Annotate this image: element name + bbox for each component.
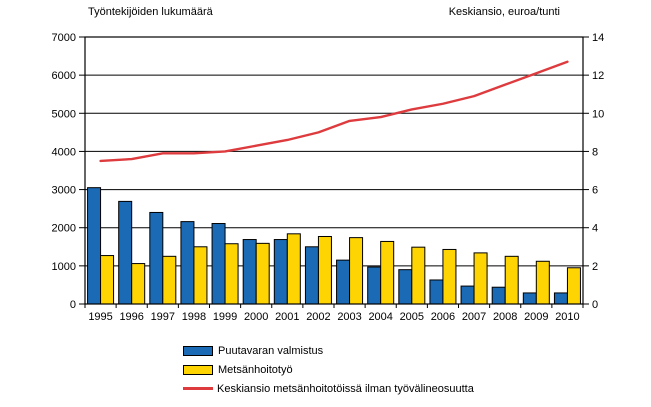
bar-metsanhoitotyo-2003 bbox=[349, 237, 364, 305]
right-axis-tick-label: 4 bbox=[592, 223, 598, 235]
legend-item-puutavaran-valmistus: Puutavaran valmistus bbox=[183, 341, 474, 360]
x-axis-year-label: 1999 bbox=[213, 311, 237, 323]
legend-item-metsanhoitotyo: Metsänhoitotyö bbox=[183, 360, 474, 379]
bar-metsanhoitotyo-2002 bbox=[317, 235, 332, 305]
bar-metsanhoitotyo-2005 bbox=[411, 246, 426, 305]
bar-metsanhoitotyo-1998 bbox=[193, 246, 208, 305]
bar-puutavaran-valmistus-2001 bbox=[273, 239, 288, 305]
legend-swatch-blue-bar bbox=[183, 345, 213, 356]
x-axis-year-label: 2004 bbox=[368, 311, 392, 323]
x-axis-year-label: 2003 bbox=[337, 311, 361, 323]
keskiansio-line bbox=[99, 60, 569, 163]
x-axis-year-label: 2009 bbox=[524, 311, 548, 323]
x-axis-year-label: 2007 bbox=[462, 311, 486, 323]
right-axis-tick-label: 2 bbox=[592, 261, 598, 273]
x-axis-year-label: 2000 bbox=[244, 311, 268, 323]
bar-metsanhoitotyo-2008 bbox=[504, 255, 519, 305]
right-axis-tick-label: 10 bbox=[592, 108, 604, 120]
left-axis-tick-label: 5000 bbox=[52, 108, 76, 120]
bar-puutavaran-valmistus-2003 bbox=[336, 259, 351, 305]
bar-puutavaran-valmistus-2007 bbox=[460, 285, 475, 305]
left-axis-title: Työntekijöiden lukumäärä bbox=[88, 6, 213, 18]
legend-swatch-yellow-bar bbox=[183, 364, 213, 375]
bar-metsanhoitotyo-1995 bbox=[100, 255, 115, 305]
bar-puutavaran-valmistus-1996 bbox=[118, 200, 133, 305]
bar-metsanhoitotyo-2009 bbox=[535, 260, 550, 305]
bar-puutavaran-valmistus-1997 bbox=[149, 211, 164, 305]
x-axis-year-label: 2010 bbox=[555, 311, 579, 323]
legend-label-keskiansio: Keskiansio metsänhoitotöissä ilman työvä… bbox=[217, 382, 474, 395]
bar-puutavaran-valmistus-2005 bbox=[398, 269, 413, 305]
legend-swatch-red-line bbox=[183, 387, 213, 390]
bar-puutavaran-valmistus-2008 bbox=[491, 286, 506, 305]
left-axis-tick-label: 7000 bbox=[52, 32, 76, 44]
chart-svg: 0 1000 2000 3000 4000 5000 6000 7000 0 2 4 6 8 10 12 14… bbox=[52, 32, 605, 323]
left-axis-tick-label: 3000 bbox=[52, 185, 76, 197]
right-axis-tick-label: 12 bbox=[592, 70, 604, 82]
bar-puutavaran-valmistus-2002 bbox=[304, 246, 319, 305]
bar-metsanhoitotyo-2004 bbox=[380, 240, 395, 305]
bar-metsanhoitotyo-1999 bbox=[224, 243, 239, 305]
x-axis-year-label: 2002 bbox=[306, 311, 330, 323]
x-axis-year-label: 2005 bbox=[400, 311, 424, 323]
chart-area: Työntekijöiden lukumäärä Keskiansio, eur… bbox=[52, 6, 605, 323]
bar-puutavaran-valmistus-1998 bbox=[180, 221, 195, 305]
bar-puutavaran-valmistus-2006 bbox=[429, 279, 444, 305]
bar-metsanhoitotyo-2010 bbox=[566, 267, 581, 305]
legend-item-keskiansio: Keskiansio metsänhoitotöissä ilman työvä… bbox=[183, 379, 474, 398]
bar-metsanhoitotyo-1997 bbox=[162, 255, 177, 305]
x-axis-year-label: 2001 bbox=[275, 311, 299, 323]
bar-puutavaran-valmistus-2009 bbox=[522, 292, 537, 305]
bar-puutavaran-valmistus-2000 bbox=[242, 239, 257, 305]
right-axis-title: Keskiansio, euroa/tunti bbox=[448, 6, 560, 18]
bar-metsanhoitotyo-1996 bbox=[131, 263, 146, 305]
right-axis-tick-label: 8 bbox=[592, 146, 598, 158]
left-axis-tick-label: 0 bbox=[70, 299, 76, 311]
legend-label-metsanhoitotyo: Metsänhoitotyö bbox=[218, 363, 293, 376]
right-axis-tick-label: 6 bbox=[592, 185, 598, 197]
left-axis-tick-label: 1000 bbox=[52, 261, 76, 273]
left-axis-tick-label: 6000 bbox=[52, 70, 76, 82]
bar-puutavaran-valmistus-2004 bbox=[367, 266, 382, 305]
bar-metsanhoitotyo-2006 bbox=[442, 248, 457, 305]
x-axis-year-label: 1997 bbox=[151, 311, 175, 323]
left-axis-tick-label: 4000 bbox=[52, 146, 76, 158]
x-axis-year-label: 1998 bbox=[182, 311, 206, 323]
right-axis-tick-label: 0 bbox=[592, 299, 598, 311]
bar-puutavaran-valmistus-2010 bbox=[553, 292, 568, 305]
bar-puutavaran-valmistus-1999 bbox=[211, 223, 226, 305]
x-axis-year-label: 1995 bbox=[88, 311, 112, 323]
legend-label-puutavaran-valmistus: Puutavaran valmistus bbox=[218, 344, 324, 357]
bar-metsanhoitotyo-2001 bbox=[286, 233, 301, 305]
bar-puutavaran-valmistus-1995 bbox=[87, 187, 102, 305]
left-axis-tick-label: 2000 bbox=[52, 223, 76, 235]
x-axis-year-label: 1996 bbox=[119, 311, 143, 323]
bar-metsanhoitotyo-2007 bbox=[473, 252, 488, 305]
x-axis-year-label: 2008 bbox=[493, 311, 517, 323]
legend: Puutavaran valmistus Metsänhoitotyö Kesk… bbox=[183, 341, 474, 398]
right-axis-tick-label: 14 bbox=[592, 32, 604, 44]
bar-metsanhoitotyo-2000 bbox=[255, 242, 270, 305]
x-axis-year-label: 2006 bbox=[431, 311, 455, 323]
